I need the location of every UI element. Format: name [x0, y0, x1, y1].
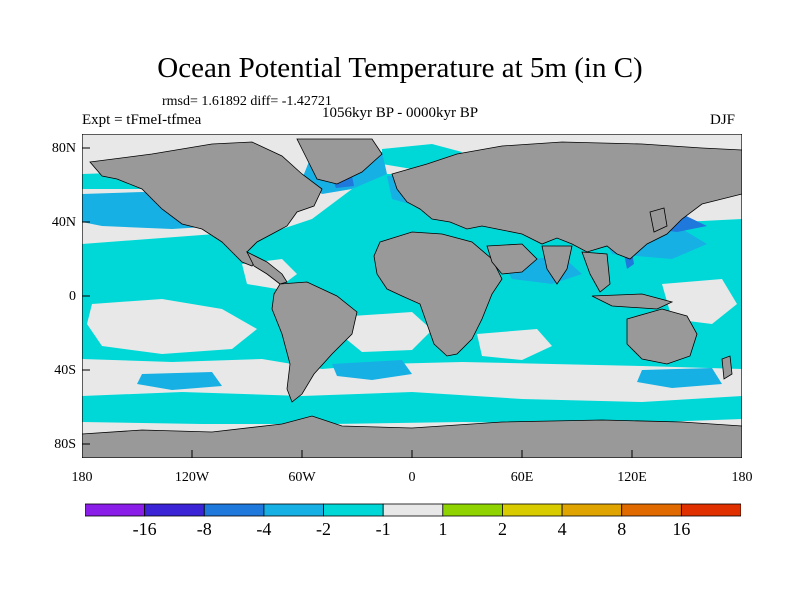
- japan: [649, 207, 668, 233]
- colorbar-label: -4: [256, 519, 272, 539]
- anomaly-neutral-patches: [87, 259, 737, 360]
- map-title: Ocean Potential Temperature at 5m (in C): [157, 52, 643, 84]
- central-america: [246, 251, 288, 285]
- new-zealand: [721, 355, 733, 380]
- australia: [626, 308, 698, 365]
- colorbar-swatch: [621, 503, 682, 517]
- lon-label-0: 0: [408, 470, 416, 485]
- colorbar-label: 4: [557, 519, 567, 539]
- lon-label-120e: 120E: [617, 470, 647, 485]
- colorbar-label: -8: [196, 519, 212, 539]
- southeast-asia: [581, 251, 611, 293]
- antarctica: [82, 415, 742, 458]
- colorbar-swatch: [144, 503, 205, 517]
- lat-label-40s: 40S: [54, 363, 76, 378]
- india: [541, 245, 573, 285]
- colorbar-label: 16: [672, 519, 691, 539]
- colorbar: [85, 503, 741, 517]
- colorbar-label: -16: [132, 519, 157, 539]
- lon-label-180e: 180: [731, 470, 753, 485]
- arabia: [486, 243, 538, 275]
- lon-label-180w: 180: [71, 470, 93, 485]
- colorbar-label: 1: [438, 519, 448, 539]
- colorbar-swatch: [561, 503, 623, 517]
- colorbar-swatch: [442, 503, 503, 517]
- colorbar-swatch: [263, 503, 324, 517]
- map-ticks: [82, 147, 633, 458]
- greenland: [296, 138, 383, 185]
- lon-label-60e: 60E: [510, 470, 534, 485]
- colorbar-swatch: [85, 503, 146, 517]
- africa: [373, 231, 503, 357]
- colorbar-label: -1: [375, 519, 391, 539]
- colorbar-swatch: [323, 503, 384, 517]
- period-label: 1056kyr BP - 0000kyr BP: [322, 105, 479, 121]
- colorbar-label: 2: [497, 519, 507, 539]
- land-masses: [82, 138, 742, 458]
- lon-label-60w: 60W: [288, 470, 316, 485]
- lat-label-80n: 80N: [51, 141, 76, 156]
- experiment-label: Expt = tFmeI-tfmea: [82, 112, 202, 128]
- season-label: DJF: [710, 112, 736, 128]
- colorbar-swatch: [382, 503, 444, 517]
- lat-label-80s: 80S: [54, 437, 76, 452]
- colorbar-swatch: [502, 503, 563, 517]
- colorbar-swatch: [203, 503, 265, 517]
- indonesia: [591, 293, 674, 310]
- colorbar-label: -2: [316, 519, 332, 539]
- colorbar-swatch: [680, 503, 741, 517]
- south-america: [271, 281, 358, 403]
- colorbar-label: 8: [617, 519, 627, 539]
- ocean-temperature-map: [82, 134, 742, 458]
- lat-label-40n: 40N: [51, 215, 76, 230]
- lat-label-0: 0: [69, 289, 76, 304]
- lon-label-120w: 120W: [174, 470, 210, 485]
- stats-label: rmsd= 1.61892 diff= -1.42721: [162, 94, 332, 109]
